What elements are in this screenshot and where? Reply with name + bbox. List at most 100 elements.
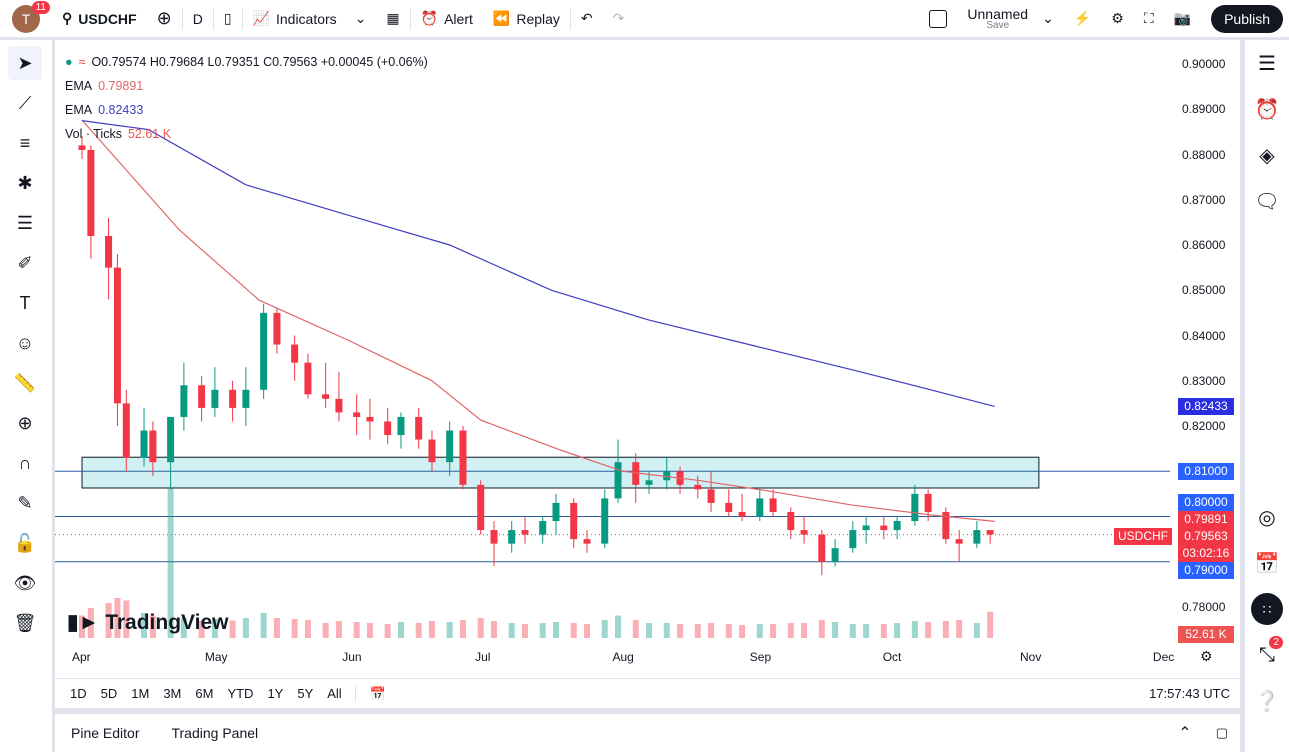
layers-icon[interactable]: ◈ — [1259, 144, 1275, 167]
pattern-icon[interactable]: ✱ — [17, 172, 33, 193]
ema-fast-line — [81, 119, 995, 522]
volume-bar — [446, 622, 453, 638]
publish-button[interactable]: Publish — [1211, 4, 1283, 33]
volume-bar — [894, 623, 901, 638]
timeframe-1y[interactable]: 1Y — [267, 686, 284, 701]
symbol-search[interactable]: ⚲ USDCHF — [52, 0, 147, 38]
timeframe-6m[interactable]: 6M — [195, 686, 214, 701]
templates-button[interactable]: ▦ — [376, 0, 409, 38]
emoji-icon[interactable]: ☺ — [15, 332, 35, 353]
chat-icon[interactable]: 🗨 — [1254, 190, 1280, 213]
chevron-down-icon: ⌄ — [1042, 10, 1054, 26]
avatar-letter: T — [21, 10, 31, 27]
time-tick: Aug — [612, 650, 634, 664]
ruler-icon[interactable]: 📏 — [13, 372, 37, 393]
fib-icon[interactable]: ☰ — [16, 212, 34, 233]
help-icon[interactable]: ❔ — [1254, 690, 1280, 713]
zoom-in-icon[interactable]: ⊕ — [17, 412, 33, 433]
watchlist-icon[interactable]: ☰ — [1258, 52, 1276, 75]
trend-line-icon[interactable]: ⟋ — [18, 92, 32, 113]
volume-bar — [956, 620, 963, 638]
timeframe-ytd[interactable]: YTD — [227, 686, 254, 701]
volume-bar — [141, 613, 148, 638]
fullscreen-button[interactable]: ⛶ — [1134, 0, 1164, 38]
quick-search-button[interactable]: ⚡ — [1064, 0, 1101, 38]
lock-drawing-icon[interactable]: ✎ — [17, 492, 33, 513]
apps-grid-icon[interactable]: ∷ — [1245, 586, 1289, 632]
camera-icon: 📷 — [1173, 10, 1192, 26]
snapshot-button[interactable]: 📷 — [1164, 0, 1201, 38]
last-price-label: 0.79563 — [1178, 527, 1234, 545]
candle-body — [942, 511, 950, 540]
timeframe-1d[interactable]: 1D — [70, 686, 87, 701]
target-icon[interactable]: ◎ — [1258, 506, 1276, 529]
eye-icon[interactable]: 👁 — [13, 572, 37, 593]
time-axis[interactable]: Apr May Jun Jul Aug Sep Oct Nov Dec — [55, 648, 1174, 672]
candle-body — [893, 521, 901, 531]
avatar[interactable]: T 11 — [12, 0, 50, 33]
candle-body — [198, 385, 206, 408]
price-axis[interactable]: 0.90000 0.89000 0.88000 0.87000 0.86000 0.850… — [1114, 40, 1240, 650]
collapse-chevron-icon[interactable]: ⌃ — [1178, 725, 1192, 742]
candle-body — [180, 385, 188, 417]
compare-button[interactable]: ⊕ — [147, 0, 182, 38]
price-chart[interactable] — [55, 40, 1240, 678]
candle-body — [924, 493, 932, 512]
grid-icon: ▦ — [386, 10, 400, 26]
volume-bar — [880, 624, 887, 638]
symbol-price-tag: USDCHF — [1114, 527, 1172, 545]
volume-bar — [553, 622, 560, 638]
maximize-icon[interactable]: ▢ — [1215, 725, 1228, 740]
volume-bar — [198, 620, 205, 638]
divider — [569, 7, 571, 30]
candle-body — [304, 362, 312, 395]
tab-pine-editor[interactable]: Pine Editor — [71, 725, 140, 741]
volume-bar — [787, 623, 794, 638]
volume-label[interactable]: Vol · Ticks — [65, 127, 122, 141]
chart-type-button[interactable]: ▯ — [214, 0, 242, 38]
candle-body — [911, 493, 919, 522]
chart-pane[interactable]: ● ≈ O0.79574 H0.79684 L0.79351 C0.79563 +0… — [55, 40, 1240, 708]
lock-icon[interactable]: 🔓 — [13, 532, 37, 553]
lightning-search-icon: ⚡ — [1073, 10, 1092, 26]
magnet-icon[interactable]: ∩ — [18, 452, 32, 473]
gear-icon: ⚙ — [1111, 10, 1124, 26]
volume-bar — [273, 618, 280, 638]
candle-body — [78, 145, 86, 150]
timeframe-5d[interactable]: 5D — [100, 686, 118, 701]
indicators-button[interactable]: 📈 Indicators ⌄ — [243, 0, 377, 38]
time-axis-settings-icon[interactable]: ⚙ — [1200, 648, 1213, 664]
signal-icon[interactable]: ⤡ 2 — [1245, 632, 1289, 678]
settings-button[interactable]: ⚙ — [1101, 0, 1134, 38]
volume-bar — [322, 623, 329, 638]
cursor-icon[interactable]: ➤ — [8, 46, 42, 80]
volume-bar — [260, 613, 267, 638]
timeframe-5y[interactable]: 5Y — [297, 686, 314, 701]
alert-button[interactable]: ⏰ Alert — [411, 0, 483, 38]
timeframe-3m[interactable]: 3M — [163, 686, 182, 701]
tab-trading-panel[interactable]: Trading Panel — [171, 725, 259, 741]
ema2-label[interactable]: EMA — [65, 103, 93, 117]
date-range-icon[interactable]: 📅 — [354, 685, 393, 702]
redo-button[interactable]: ↷ — [603, 0, 635, 38]
clock[interactable]: 17:57:43 UTC — [1149, 686, 1230, 701]
rewind-icon: ⏪ — [492, 10, 511, 26]
horizontal-lines-icon[interactable]: ≡ — [19, 132, 31, 153]
text-icon[interactable]: T — [19, 292, 31, 313]
replay-button[interactable]: ⏪ Replay — [483, 0, 570, 38]
interval-label: D — [192, 10, 203, 27]
interval-button[interactable]: D — [183, 0, 213, 38]
undo-button[interactable]: ↶ — [571, 0, 603, 38]
trash-icon[interactable]: 🗑 — [13, 612, 37, 633]
timeframe-1m[interactable]: 1M — [131, 686, 150, 701]
calendar-icon[interactable]: 📅 — [1254, 552, 1280, 575]
ema1-label[interactable]: EMA — [65, 79, 93, 93]
layout-button[interactable]: Unnamed Save ⌄ — [919, 0, 1063, 38]
brush-icon[interactable]: ✐ — [17, 252, 33, 273]
candle-body — [570, 502, 578, 540]
timeframe-all[interactable]: All — [327, 686, 342, 701]
volume-price-label: 52.61 K — [1178, 625, 1234, 643]
alerts-clock-icon[interactable]: ⏰ — [1254, 98, 1280, 121]
candle-body — [601, 498, 609, 544]
time-tick: Dec — [1152, 650, 1175, 664]
